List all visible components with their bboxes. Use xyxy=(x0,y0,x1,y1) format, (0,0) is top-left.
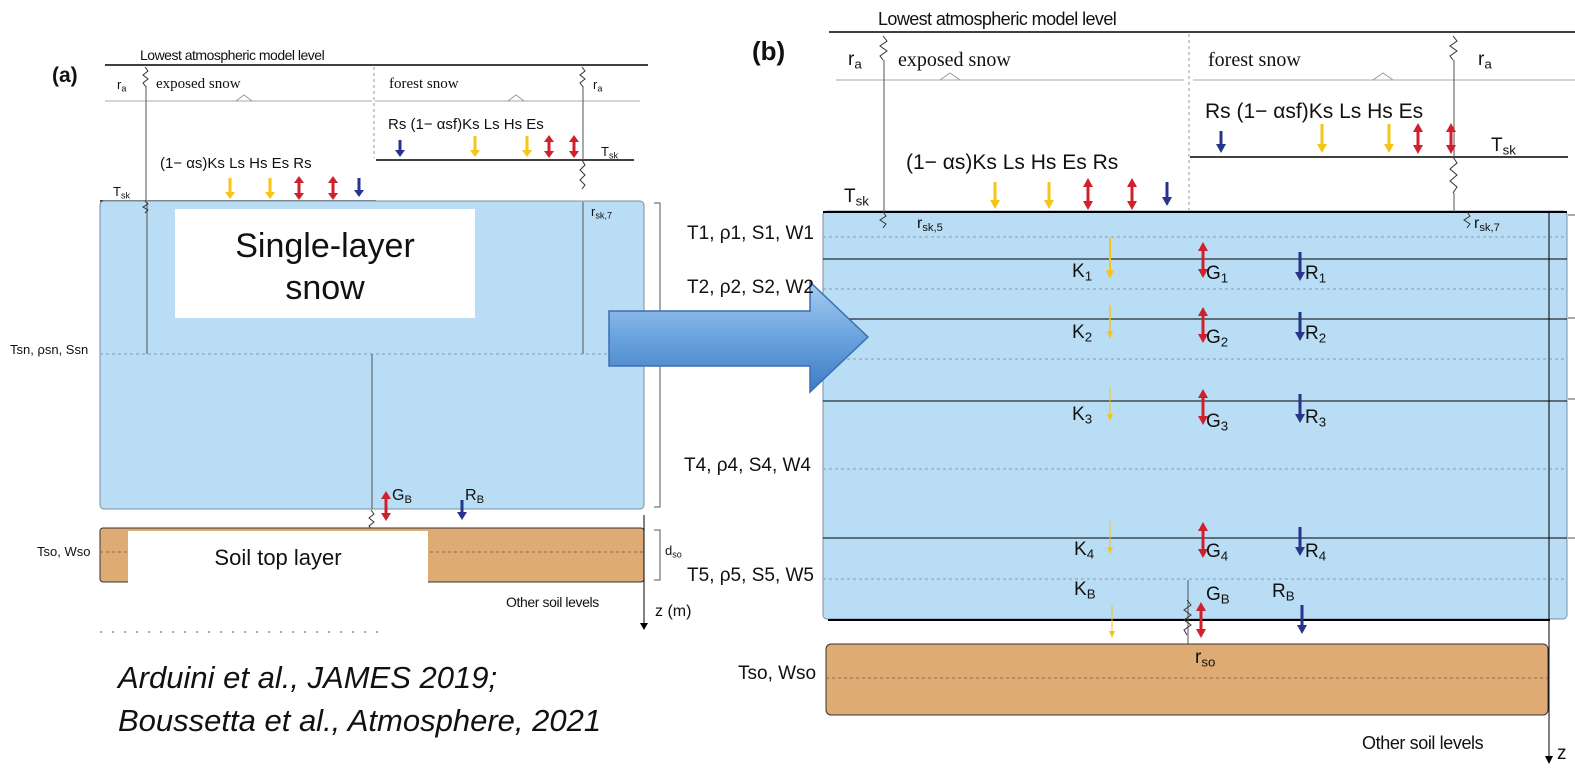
g4-label: G4 xyxy=(1206,541,1229,564)
forest-snow-label-a: forest snow xyxy=(389,76,459,92)
forest-snow-label-b: forest snow xyxy=(1208,49,1301,71)
flux-arrows-exposed-a xyxy=(225,176,364,200)
flux-labels-forest-b: Rs (1− αsf)Ks Ls Hs Es xyxy=(1205,100,1424,123)
gb-label-a: GB xyxy=(392,487,412,506)
soil-top-box xyxy=(128,531,428,583)
flux-arrows-exposed-b xyxy=(990,178,1172,210)
snow-block-b xyxy=(822,210,1568,620)
layer-4-state: T4, ρ4, S4, W4 xyxy=(684,455,811,476)
tsk-label-b-forest: Tsk xyxy=(1491,135,1516,158)
rso-label: rso xyxy=(1195,647,1216,670)
ra-label-a-right: ra xyxy=(593,77,603,94)
flux-labels-exposed-b: (1− αs)Ks Ls Hs Es Rs xyxy=(906,151,1119,174)
dso-label: dso xyxy=(665,543,682,560)
rsk7-label-a: rsk,7 xyxy=(591,204,613,221)
layer-flux-arrows-b xyxy=(1106,238,1307,638)
panel-b-label: (b) xyxy=(752,36,786,66)
tso-wso-label-a: Tso, Wso xyxy=(37,544,91,559)
layer-2-state: T2, ρ2, S2, W2 xyxy=(687,277,814,298)
rsk5-label: rsk,5 xyxy=(917,215,943,234)
other-soil-label-a: Other soil levels xyxy=(506,594,599,610)
panel-b-graphics xyxy=(822,31,1575,764)
tsk-label-a-forest: Tsk xyxy=(601,144,619,161)
flux-arrows-forest-a xyxy=(395,135,579,158)
soil-block-b xyxy=(825,643,1549,716)
citation-line-1: Arduini et al., JAMES 2019; xyxy=(118,660,498,695)
layer-1-state: T1, ρ1, S1, W1 xyxy=(687,223,814,244)
z-axis-label-b: z xyxy=(1557,743,1567,764)
tso-wso-label-b: Tso, Wso xyxy=(738,663,817,684)
exposed-snow-label-a: exposed snow xyxy=(156,76,241,92)
r2-label: R2 xyxy=(1305,323,1327,346)
k2-label: K2 xyxy=(1072,322,1093,345)
rb-label-a: RB xyxy=(465,487,485,506)
ra-label-b-right: ra xyxy=(1478,49,1492,72)
citation-line-2: Boussetta et al., Atmosphere, 2021 xyxy=(118,703,602,738)
tsn-label: Tsn, ρsn, Ssn xyxy=(10,342,89,357)
panel-a-label: (a) xyxy=(52,64,78,87)
layer-5-state: T5, ρ5, S5, W5 xyxy=(687,565,814,586)
citation: Arduini et al., JAMES 2019; Boussetta et… xyxy=(118,656,601,742)
flux-labels-forest-a: Rs (1− αsf)Ks Ls Hs Es xyxy=(388,116,544,133)
flux-arrows-forest-b xyxy=(1216,123,1456,154)
flux-labels-exposed-a: (1− αs)Ks Ls Hs Es Rs xyxy=(160,155,312,172)
g1-label: G1 xyxy=(1206,263,1229,286)
z-axis-label-a: z (m) xyxy=(655,603,692,620)
g2-label: G2 xyxy=(1206,327,1229,350)
r3-label: R3 xyxy=(1305,407,1327,430)
k1-label: K1 xyxy=(1072,261,1093,284)
tsk-label-a-exposed: Tsk xyxy=(113,184,131,201)
transition-arrow xyxy=(608,280,870,394)
gb-label-b: GB xyxy=(1206,584,1230,607)
exposed-snow-label-b: exposed snow xyxy=(898,49,1011,71)
k4-label: K4 xyxy=(1074,539,1095,562)
tsk-label-b-exposed: Tsk xyxy=(844,186,869,209)
ra-label-a-left: ra xyxy=(117,77,127,94)
lowest-level-label-a: Lowest atmospheric model level xyxy=(140,47,325,63)
single-layer-box xyxy=(175,209,475,318)
other-soil-label-b: Other soil levels xyxy=(1362,733,1484,753)
ra-label-b-left: ra xyxy=(848,49,862,72)
lowest-level-label-b: Lowest atmospheric model level xyxy=(878,9,1117,29)
soil-top-layer-label: Soil top layer xyxy=(214,545,342,570)
r1-label: R1 xyxy=(1305,263,1327,286)
rb-label-b: RB xyxy=(1272,581,1295,604)
kb-label: KB xyxy=(1074,579,1096,602)
g3-label: G3 xyxy=(1206,411,1229,434)
r4-label: R4 xyxy=(1305,541,1327,564)
rsk7-label-b: rsk,7 xyxy=(1474,215,1500,234)
single-layer-snow-label: Single-layer snow xyxy=(235,227,415,307)
k3-label: K3 xyxy=(1072,404,1093,427)
